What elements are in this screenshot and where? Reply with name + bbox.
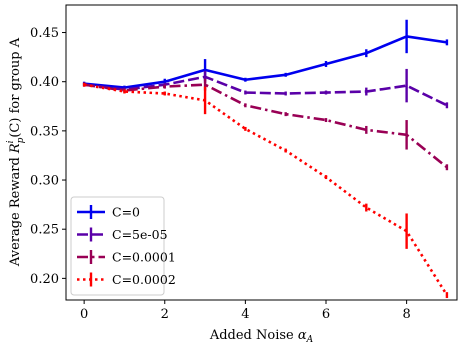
series-line-2	[83, 83, 448, 169]
y-axis-label-symbol: R	[8, 143, 23, 154]
legend-label: C=5e-05	[112, 227, 168, 242]
series-line-1	[83, 75, 448, 107]
series-line-3	[83, 83, 449, 296]
series-layer	[82, 19, 449, 299]
ticks-layer: 0 2 4 6 8 0.20 0.25 0.30 0.35 0.40 0.45	[30, 26, 411, 322]
x-tick-label: 0	[80, 307, 88, 322]
y-axis-label-superscript: i	[6, 140, 16, 143]
legend: C=0 C=5e-05 C=0.0001 C=0.0002	[70, 196, 176, 296]
legend-label: C=0	[112, 205, 140, 220]
y-tick-label: 0.25	[30, 223, 59, 238]
y-tick-label: 0.20	[30, 272, 59, 287]
x-axis-label: Added Noise αA	[209, 328, 314, 345]
y-tick-label: 0.30	[30, 174, 59, 189]
legend-label: C=0.0001	[112, 250, 176, 265]
y-tick-label: 0.45	[30, 26, 59, 41]
x-tick-label: 6	[322, 307, 330, 322]
y-tick-label: 0.35	[30, 124, 59, 139]
series-line-0	[84, 35, 448, 89]
y-axis-label: Average Reward Rip(C) for group A	[6, 37, 26, 267]
x-tick-label: 8	[402, 307, 410, 322]
legend-box	[70, 196, 165, 296]
y-tick-label: 0.40	[30, 75, 59, 90]
x-axis-label-subscript: A	[306, 335, 314, 345]
plot-frame	[65, 4, 458, 301]
x-axis-label-symbol: α	[298, 328, 307, 343]
legend-label: C=0.0002	[112, 272, 176, 287]
y-axis-label-subscript: p	[16, 137, 26, 143]
x-tick-label: 2	[161, 307, 169, 322]
x-tick-label: 4	[241, 307, 249, 322]
